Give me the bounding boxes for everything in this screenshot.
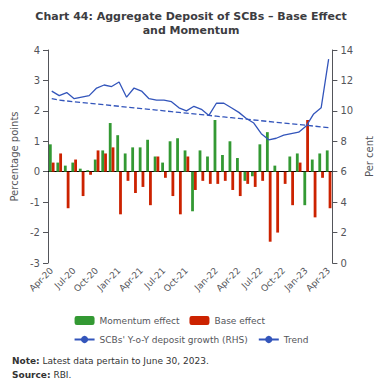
svg-text:Jan-21: Jan-21 — [95, 265, 123, 293]
svg-text:and Momentum: and Momentum — [143, 24, 240, 37]
svg-text:Apr-23: Apr-23 — [304, 265, 332, 293]
svg-text:-2: -2 — [30, 227, 40, 238]
svg-text:Note:: Note: — [12, 356, 40, 366]
svg-text:Apr-20: Apr-20 — [27, 265, 55, 293]
svg-text:Momentum effect: Momentum effect — [100, 316, 180, 326]
svg-text:Oct-22: Oct-22 — [259, 265, 287, 293]
svg-text:Jul-21: Jul-21 — [142, 265, 168, 291]
svg-text:2: 2 — [34, 105, 40, 116]
svg-text:Base effect: Base effect — [214, 316, 265, 326]
svg-text:4: 4 — [340, 197, 346, 208]
svg-text:Jul-20: Jul-20 — [52, 265, 78, 291]
svg-text:RBI.: RBI. — [51, 370, 72, 380]
svg-text:Oct-21: Oct-21 — [162, 265, 190, 293]
svg-text:Per cent: Per cent — [364, 136, 375, 177]
svg-text:Trend: Trend — [283, 335, 309, 345]
svg-text:3: 3 — [34, 75, 40, 86]
svg-text:0: 0 — [34, 166, 40, 177]
svg-text:SCBs' Y-o-Y deposit growth (RH: SCBs' Y-o-Y deposit growth (RHS) — [100, 335, 248, 345]
svg-text:Source:: Source: — [12, 370, 51, 380]
svg-text:-3: -3 — [30, 258, 40, 269]
svg-text:Chart 44: Aggregate Deposit of: Chart 44: Aggregate Deposit of SCBs – Ba… — [35, 10, 346, 23]
svg-text:Apr-21: Apr-21 — [117, 265, 145, 293]
svg-text:10: 10 — [340, 105, 353, 116]
svg-text:Percentage points: Percentage points — [9, 111, 20, 201]
svg-text:Jan-23: Jan-23 — [282, 265, 310, 293]
svg-text:0: 0 — [340, 258, 346, 269]
svg-text:Latest data pertain to June 30: Latest data pertain to June 30, 2023. — [40, 356, 209, 366]
svg-text:Jan-22: Jan-22 — [192, 265, 220, 293]
svg-text:2: 2 — [340, 227, 346, 238]
svg-text:Jul-22: Jul-22 — [239, 265, 265, 291]
svg-text:1: 1 — [34, 136, 40, 147]
svg-text:12: 12 — [340, 75, 353, 86]
svg-text:-1: -1 — [30, 197, 40, 208]
svg-text:6: 6 — [340, 166, 346, 177]
svg-text:14: 14 — [340, 45, 353, 56]
svg-text:4: 4 — [34, 45, 40, 56]
svg-text:8: 8 — [340, 136, 346, 147]
svg-text:Oct-20: Oct-20 — [72, 265, 101, 294]
svg-text:Apr-22: Apr-22 — [214, 265, 242, 293]
